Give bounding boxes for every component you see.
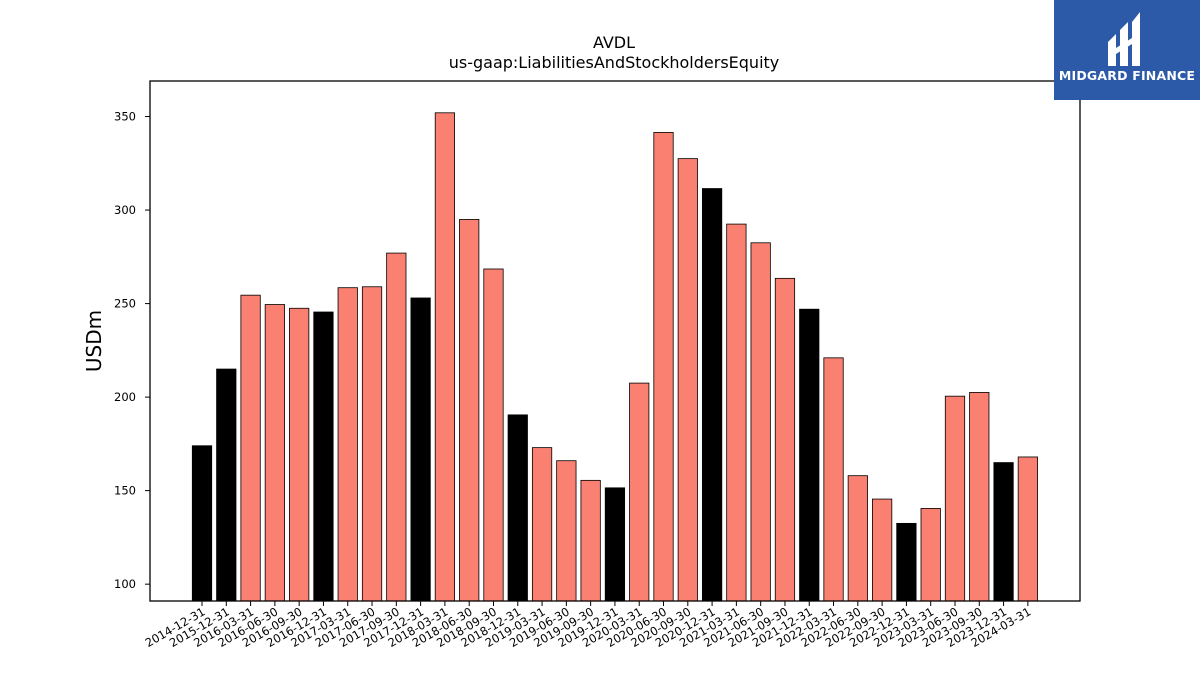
- bar: [604, 487, 626, 602]
- brand-logo: MIDGARD FINANCE: [1054, 0, 1200, 100]
- bar: [750, 242, 771, 602]
- bar: [361, 286, 383, 602]
- y-tick-label: 250: [114, 297, 136, 311]
- bar: [993, 462, 1014, 602]
- bar: [653, 132, 674, 602]
- logo-text: MIDGARD FINANCE: [1058, 68, 1196, 83]
- bar: [896, 522, 917, 602]
- bar: [847, 475, 868, 602]
- bar: [434, 112, 456, 602]
- bars-group: [191, 112, 1038, 602]
- plot-frame: [149, 80, 1081, 602]
- bar: [556, 460, 577, 602]
- bar: [872, 498, 893, 602]
- chart-subtitle: us-gaap:LiabilitiesAndStockholdersEquity: [449, 53, 780, 72]
- y-axis-label: USDm: [82, 310, 106, 372]
- bar: [264, 304, 285, 602]
- bar: [216, 368, 237, 602]
- y-tick-label: 200: [114, 390, 136, 404]
- bar: [580, 479, 601, 602]
- bar: [531, 447, 553, 602]
- bar: [507, 414, 528, 602]
- x-ticks: 2014-12-312015-12-312016-03-312016-06-30…: [143, 601, 1033, 650]
- bar: [799, 308, 820, 602]
- y-tick-label: 150: [114, 484, 136, 498]
- bar: [240, 294, 261, 602]
- bar: [774, 277, 796, 602]
- bar: [386, 252, 407, 602]
- bar: [969, 392, 990, 602]
- bar: [726, 223, 747, 602]
- midgard-logo-icon: [1108, 12, 1140, 66]
- bar: [677, 158, 698, 602]
- bar: [920, 508, 941, 602]
- bar: [483, 268, 504, 602]
- bar: [191, 445, 213, 602]
- bar: [944, 395, 966, 602]
- y-tick-label: 350: [114, 110, 136, 124]
- bar: [629, 382, 650, 602]
- bar: [701, 188, 723, 602]
- chart-title: AVDL: [593, 33, 635, 52]
- bar: [459, 219, 480, 602]
- y-ticks: 100 150 200 250 300 350: [114, 110, 150, 591]
- bar: [337, 287, 358, 602]
- bar: [410, 297, 431, 602]
- y-tick-label: 100: [114, 577, 136, 591]
- bar: [823, 357, 844, 602]
- bar: [1017, 456, 1038, 602]
- y-tick-label: 300: [114, 203, 136, 217]
- bar: [313, 311, 334, 602]
- bar: [289, 307, 310, 602]
